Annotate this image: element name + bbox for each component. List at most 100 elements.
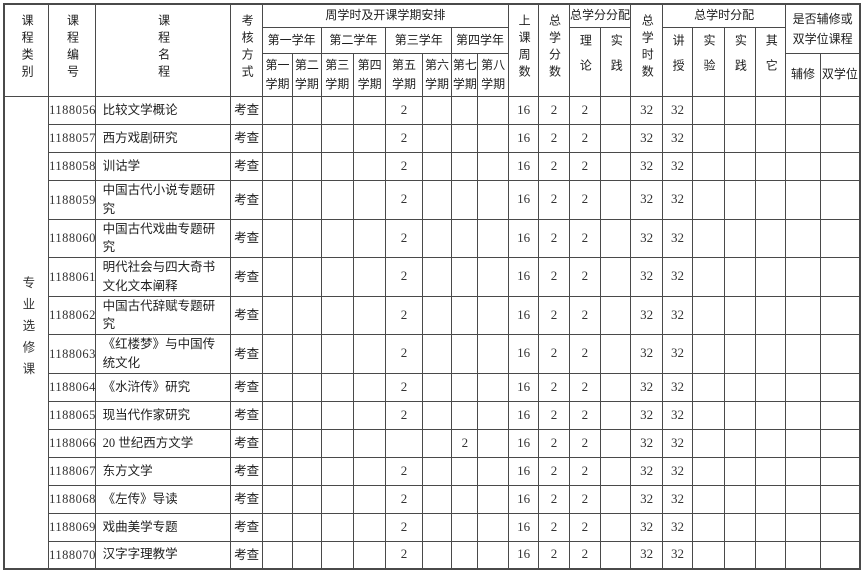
header-total-credits-label: 总学分数: [547, 13, 562, 82]
credit-theory-cell: 2: [568, 180, 602, 220]
semester-7-cell: [451, 400, 479, 430]
hour-other-cell: [754, 372, 787, 402]
hour-practice-cell: [723, 400, 756, 430]
hour-other-cell: [754, 218, 787, 258]
semester-8-cell: [477, 218, 509, 258]
semester-4-cell: [352, 257, 387, 297]
semester-6-cell: [421, 512, 453, 542]
semester-2-cell: [292, 400, 322, 430]
category-label: 专业选修课: [20, 275, 35, 384]
semester-6-cell: [421, 180, 453, 220]
course-name-cell: 中国古代辞赋专题研究: [94, 295, 232, 335]
minor-cell: [785, 512, 821, 542]
credit-theory-cell: 2: [568, 218, 602, 258]
hour-lecture-cell: 32: [661, 96, 694, 125]
credit-theory-cell: 2: [568, 152, 602, 181]
minor-cell: [785, 152, 821, 181]
credit-theory-cell: 2: [568, 540, 602, 570]
hour-experiment-cell: [692, 484, 725, 514]
course-number-cell: 1188062: [48, 295, 96, 335]
course-number-cell: 1188064: [48, 372, 96, 402]
header-year-3: 第三学年: [385, 27, 453, 54]
total-credits-cell: 2: [538, 96, 570, 125]
assessment-cell: 考查: [230, 372, 263, 402]
header-hour-other: 其它: [754, 27, 787, 97]
semester-6-cell: [421, 428, 453, 458]
header-hour-practice: 实践: [723, 27, 756, 97]
semester-5-cell: 2: [385, 334, 423, 374]
course-number-cell: 1188057: [48, 124, 96, 153]
class-weeks-cell: 16: [507, 257, 540, 297]
header-credit-distribution-title: 总学分分配: [568, 3, 632, 28]
course-number-cell: 1188066: [48, 428, 96, 458]
semester-2-cell: [292, 295, 322, 335]
semester-8-cell: [477, 295, 509, 335]
hour-other-cell: [754, 400, 787, 430]
semester-8-cell: [477, 372, 509, 402]
course-number-cell: 1188061: [48, 257, 96, 297]
assessment-cell: 考查: [230, 152, 263, 181]
assessment-cell: 考查: [230, 540, 263, 570]
assessment-cell: 考查: [230, 512, 263, 542]
semester-3-cell: [320, 540, 354, 570]
table-row: 1188069 戏曲美学专题 考查 2 16 2 2 32 32: [4, 512, 861, 542]
semester-3-cell: [320, 512, 354, 542]
total-credits-cell: 2: [538, 400, 570, 430]
hour-other-cell: [754, 334, 787, 374]
class-weeks-cell: 16: [507, 295, 540, 335]
header-course-number-label: 课程编号: [65, 13, 80, 82]
semester-5-cell: 2: [385, 456, 423, 486]
double-degree-cell: [819, 428, 861, 458]
header-credit-theory-label: 理论: [578, 34, 593, 85]
credit-theory-cell: 2: [568, 512, 602, 542]
double-degree-cell: [819, 400, 861, 430]
semester-4-cell: [352, 295, 387, 335]
hour-lecture-cell: 32: [661, 512, 694, 542]
semester-6-cell: [421, 295, 453, 335]
semester-3-cell: [320, 257, 354, 297]
class-weeks-cell: 16: [507, 512, 540, 542]
semester-5-cell: 2: [385, 295, 423, 335]
hour-experiment-cell: [692, 180, 725, 220]
hour-other-cell: [754, 124, 787, 153]
semester-6-cell: [421, 372, 453, 402]
hour-other-cell: [754, 96, 787, 125]
header-semester-6: 第六学期: [421, 53, 453, 97]
semester-2-cell: [292, 152, 322, 181]
double-degree-cell: [819, 334, 861, 374]
semester-7-cell: [451, 484, 479, 514]
class-weeks-cell: 16: [507, 400, 540, 430]
semester-3-cell: [320, 180, 354, 220]
table-body: 专业选修课 1188056 比较文学概论 考查 2 16 2 2 32 32 1188057 西方戏剧…: [3, 96, 861, 570]
course-name-cell: 现当代作家研究: [94, 400, 232, 430]
header-semester-4: 第四学期: [352, 53, 387, 97]
minor-cell: [785, 484, 821, 514]
semester-1-cell: [261, 456, 294, 486]
total-credits-cell: 2: [538, 180, 570, 220]
hour-experiment-cell: [692, 152, 725, 181]
header-hour-experiment: 实验: [692, 27, 725, 97]
semester-1-cell: [261, 180, 294, 220]
course-name-cell: 《左传》导读: [94, 484, 232, 514]
hour-experiment-cell: [692, 456, 725, 486]
total-hours-cell: 32: [630, 512, 663, 542]
semester-3-cell: [320, 295, 354, 335]
minor-cell: [785, 180, 821, 220]
table-row: 1188059 中国古代小说专题研究 考查 2 16 2 2 32 32: [4, 180, 861, 220]
semester-2-cell: [292, 456, 322, 486]
assessment-cell: 考查: [230, 484, 263, 514]
semester-7-cell: [451, 96, 479, 125]
total-credits-cell: 2: [538, 334, 570, 374]
semester-3-cell: [320, 372, 354, 402]
course-name-cell: 汉字字理教学: [94, 540, 232, 570]
semester-1-cell: [261, 257, 294, 297]
semester-3-cell: [320, 152, 354, 181]
table-row: 1188063 《红楼梦》与中国传统文化 考查 2 16 2 2 32 32: [4, 334, 861, 374]
assessment-cell: 考查: [230, 456, 263, 486]
header-assessment-method: 考核方式: [230, 3, 263, 97]
header-semester-1: 第一学期: [261, 53, 294, 97]
class-weeks-cell: 16: [507, 218, 540, 258]
hour-other-cell: [754, 257, 787, 297]
semester-5-cell: 2: [385, 124, 423, 153]
total-hours-cell: 32: [630, 124, 663, 153]
